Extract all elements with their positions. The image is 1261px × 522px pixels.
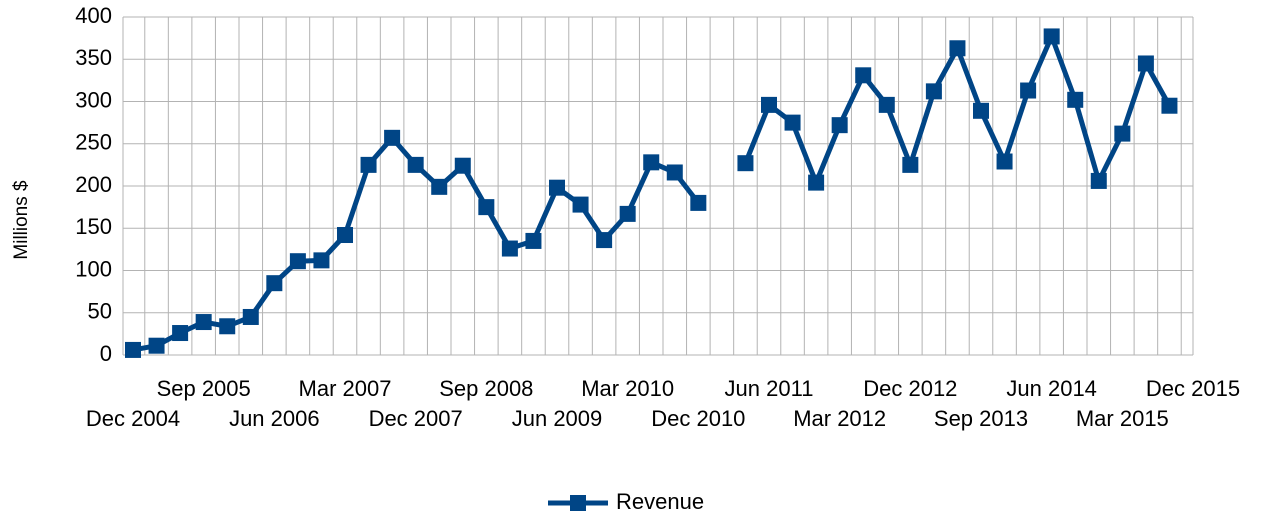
point-marker xyxy=(949,40,966,57)
y-axis-label: Millions $ xyxy=(11,180,32,260)
y-tick-label: 150 xyxy=(75,214,112,239)
point-marker xyxy=(384,129,401,146)
point-marker xyxy=(1043,28,1060,45)
point-marker xyxy=(549,179,565,196)
point-marker xyxy=(478,199,495,216)
point-marker xyxy=(172,325,189,342)
point-marker xyxy=(219,318,236,335)
point-marker xyxy=(431,178,448,195)
point-marker xyxy=(1137,55,1154,72)
y-tick-label: 200 xyxy=(75,172,112,197)
x-tick-label: Mar 2015 xyxy=(1076,406,1169,431)
y-tick-label: 400 xyxy=(75,3,112,28)
y-tick-label: 50 xyxy=(88,299,112,324)
point-marker xyxy=(761,96,777,113)
point-marker xyxy=(454,157,471,174)
x-tick-label: Jun 2011 xyxy=(725,376,814,401)
y-tick-label: 350 xyxy=(75,45,112,70)
point-marker xyxy=(973,102,989,119)
point-marker xyxy=(1067,91,1084,108)
y-tick-label: 250 xyxy=(75,130,112,155)
point-marker xyxy=(831,117,848,134)
point-marker xyxy=(313,252,330,269)
point-marker xyxy=(996,153,1013,170)
point-marker xyxy=(1114,125,1131,142)
point-marker xyxy=(737,155,754,172)
point-marker xyxy=(289,253,306,270)
x-tick-label: Jun 2009 xyxy=(512,406,603,431)
x-tick-label: Sep 2008 xyxy=(439,376,533,401)
point-marker xyxy=(1020,82,1037,99)
point-marker xyxy=(643,154,660,171)
point-marker xyxy=(902,156,919,173)
point-marker xyxy=(1090,172,1107,189)
point-marker xyxy=(690,194,707,211)
x-tick-label: Dec 2007 xyxy=(369,406,463,431)
point-marker xyxy=(1161,97,1178,114)
point-marker xyxy=(619,205,636,222)
point-marker xyxy=(572,196,589,213)
point-marker xyxy=(501,240,518,257)
series-line xyxy=(132,33,1172,353)
x-tick-label: Dec 2010 xyxy=(651,406,745,431)
point-marker xyxy=(525,232,542,249)
y-tick-label: 300 xyxy=(75,87,112,112)
point-marker xyxy=(266,275,283,292)
point-marker xyxy=(925,83,942,100)
x-tick-label: Jun 2006 xyxy=(229,406,320,431)
x-tick-label: Mar 2012 xyxy=(793,406,886,431)
point-marker xyxy=(784,114,801,131)
point-marker xyxy=(337,227,353,244)
point-marker xyxy=(808,174,825,191)
x-tick-label: Mar 2010 xyxy=(581,376,674,401)
y-tick-label: 0 xyxy=(100,341,112,366)
point-marker xyxy=(666,164,683,181)
x-tick-label: Dec 2004 xyxy=(86,406,180,431)
x-tick-label: Dec 2015 xyxy=(1146,376,1240,401)
point-marker xyxy=(195,314,212,331)
x-tick-label: Sep 2013 xyxy=(934,406,1028,431)
legend-label: Revenue xyxy=(616,489,704,514)
point-marker xyxy=(855,67,872,84)
point-marker xyxy=(407,156,424,173)
point-marker xyxy=(878,96,895,113)
point-marker xyxy=(148,337,165,354)
point-marker xyxy=(596,232,613,249)
point-marker xyxy=(242,308,259,325)
point-marker xyxy=(360,156,377,173)
point-marker xyxy=(125,341,141,358)
x-tick-label: Jun 2014 xyxy=(1006,376,1097,401)
x-tick-label: Mar 2007 xyxy=(299,376,392,401)
legend-marker xyxy=(570,495,586,511)
y-tick-label: 100 xyxy=(75,256,112,281)
x-tick-label: Sep 2005 xyxy=(157,376,251,401)
x-tick-label: Dec 2012 xyxy=(863,376,957,401)
